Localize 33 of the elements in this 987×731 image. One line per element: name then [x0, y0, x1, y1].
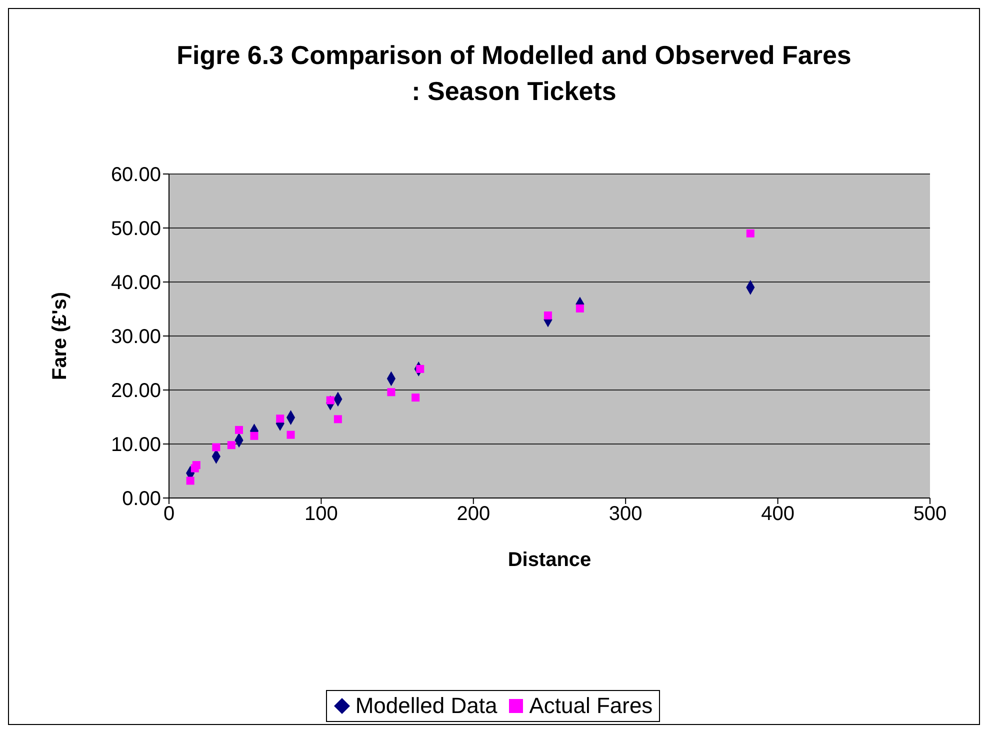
point — [387, 388, 396, 396]
x-axis-title: Distance — [508, 549, 592, 571]
x-tick-label: 500 — [913, 503, 947, 526]
point — [334, 415, 342, 424]
point — [746, 229, 754, 238]
y-tick-label: 60.00 — [110, 164, 161, 186]
x-tick-label: 400 — [761, 503, 794, 526]
y-tick-label: 30.00 — [110, 326, 161, 348]
y-tick-label: 20.00 — [110, 380, 161, 402]
x-tick-label: 100 — [304, 503, 338, 526]
point — [192, 461, 200, 470]
chart-title: Figre 6.3 Comparison of Modelled and Observed Fares : Season Tickets — [176, 39, 852, 108]
x-tick-label: 0 — [163, 503, 175, 526]
legend-label: Modelled Data — [354, 693, 498, 719]
y-tick-label: 40.00 — [110, 272, 161, 294]
point — [276, 414, 284, 423]
point — [186, 476, 194, 485]
point — [412, 394, 420, 402]
y-tick-label: 0.00 — [122, 488, 161, 510]
y-tick-label: 50.00 — [110, 218, 161, 240]
legend-label: Actual Fares — [528, 693, 653, 719]
point — [250, 432, 258, 440]
point — [235, 426, 244, 434]
point — [416, 364, 424, 373]
x-tick-label: 200 — [456, 503, 490, 526]
point — [286, 430, 295, 439]
y-axis-title: Fare (£'s) — [49, 292, 72, 380]
point — [544, 311, 552, 320]
y-tick-label: 10.00 — [110, 434, 161, 456]
point — [576, 304, 584, 312]
x-tick-label: 300 — [608, 503, 642, 526]
point — [227, 441, 236, 450]
point — [212, 443, 220, 452]
